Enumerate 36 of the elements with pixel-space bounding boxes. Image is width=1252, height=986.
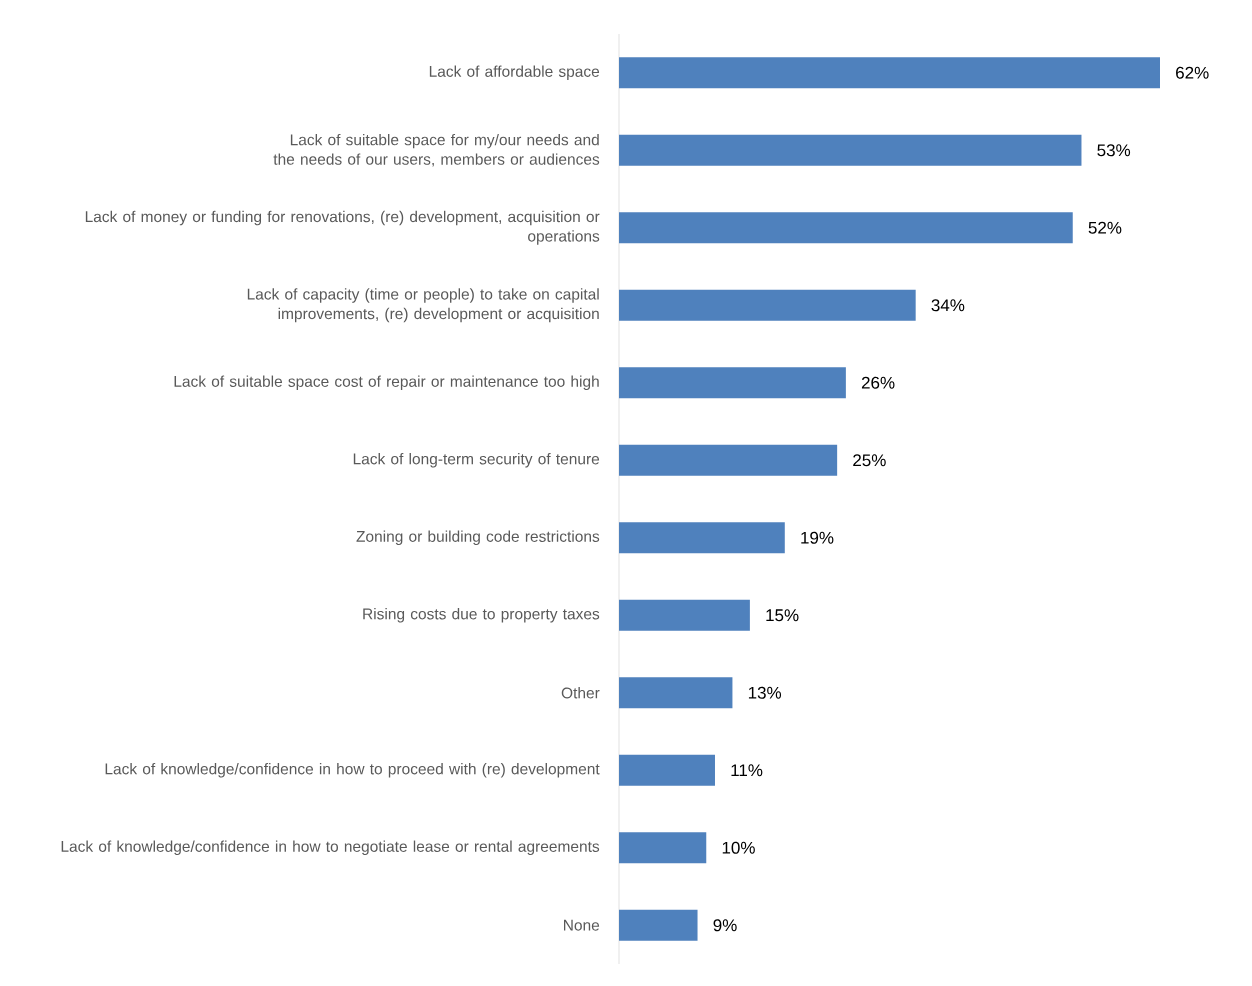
bar bbox=[619, 909, 698, 941]
data-label: 11% bbox=[731, 764, 763, 777]
y-tick-label: Lack of capacity (time or people) to take on capital improvements, (re) development or acquisition bbox=[247, 288, 599, 323]
y-tick-label: Lack of suitable space for my/our needs and the needs of our users, members or audiences bbox=[273, 133, 600, 167]
y-tick-label: Lack of affordable space bbox=[429, 65, 600, 80]
y-tick-label: Lack of money or funding for renovations, (re) development, acquisition or operations bbox=[85, 210, 600, 245]
bar bbox=[619, 367, 846, 399]
y-tick-label: Rising costs due to property taxes bbox=[363, 608, 600, 623]
data-label: 10% bbox=[722, 841, 755, 854]
y-tick-label: None bbox=[564, 919, 600, 931]
y-tick-label: Other bbox=[561, 687, 600, 699]
bar bbox=[619, 289, 916, 321]
bar bbox=[619, 212, 1073, 244]
data-label: 34% bbox=[931, 299, 965, 312]
bar bbox=[619, 832, 707, 864]
data-label: 15% bbox=[766, 609, 799, 622]
y-tick-label: Lack of knowledge/confidence in how to proceed with (re) development bbox=[105, 763, 600, 778]
data-label: 26% bbox=[861, 376, 895, 389]
y-tick-label: Lack of knowledge/confidence in how to negotiate lease or rental agreements bbox=[61, 840, 600, 855]
bar bbox=[619, 677, 733, 709]
bar bbox=[619, 522, 785, 554]
data-label: 25% bbox=[853, 454, 886, 467]
data-label: 13% bbox=[748, 686, 782, 699]
data-label: 52% bbox=[1088, 221, 1122, 234]
bar bbox=[619, 57, 1160, 89]
bar bbox=[619, 754, 715, 786]
bar bbox=[619, 134, 1082, 166]
data-label: 62% bbox=[1176, 66, 1209, 79]
bar bbox=[619, 599, 750, 631]
y-tick-label: Lack of long-term security of tenure bbox=[353, 453, 600, 468]
bar bbox=[619, 444, 838, 476]
y-tick-label: Lack of suitable space cost of repair or maintenance too high bbox=[174, 375, 599, 390]
data-label: 53% bbox=[1097, 144, 1131, 157]
data-label: 9% bbox=[713, 919, 737, 932]
data-label: 19% bbox=[801, 531, 834, 544]
y-tick-label: Zoning or building code restrictions bbox=[356, 530, 600, 545]
